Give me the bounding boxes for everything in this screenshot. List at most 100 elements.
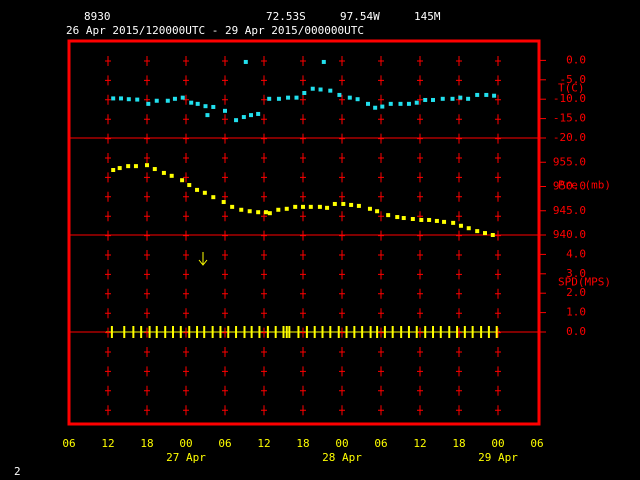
data-point	[161, 170, 166, 175]
data-point	[276, 96, 281, 101]
data-point	[239, 207, 244, 212]
wind-marker	[235, 326, 238, 338]
data-point	[475, 92, 480, 97]
wind-marker	[424, 326, 427, 338]
y-axis-label: T(C)	[558, 82, 585, 95]
data-point	[276, 207, 281, 212]
x-tick-label: 12	[257, 437, 270, 450]
wind-marker	[353, 326, 356, 338]
latitude: 72.53S	[266, 10, 306, 23]
y-axis-label: Pre (mb)	[558, 179, 611, 192]
data-point	[202, 190, 207, 195]
x-tick-label: 12	[101, 437, 114, 450]
data-point	[189, 100, 194, 105]
wind-arrow	[198, 252, 208, 266]
data-point	[308, 204, 313, 209]
wind-marker	[110, 326, 113, 338]
grid-cross	[144, 56, 150, 416]
data-point	[284, 206, 289, 211]
data-point	[180, 178, 185, 183]
grid-cross	[495, 56, 501, 416]
longitude: 97.54W	[340, 10, 380, 23]
data-point	[395, 215, 400, 220]
data-point	[380, 104, 385, 109]
data-point	[332, 201, 337, 206]
y-tick-label: 2.0	[566, 286, 586, 299]
y-tick-label: 0.0	[566, 53, 586, 66]
wind-marker	[227, 326, 230, 338]
data-point	[442, 219, 447, 224]
y-tick-label: 940.0	[553, 228, 586, 241]
y-tick-label: -10.0	[553, 92, 586, 105]
data-point	[431, 97, 435, 102]
data-point	[373, 105, 378, 110]
data-point	[205, 113, 210, 118]
data-point	[375, 209, 380, 214]
data-point	[483, 231, 487, 236]
data-point	[484, 92, 489, 97]
x-tick-label: 06	[218, 437, 231, 450]
data-point	[263, 210, 268, 215]
wind-marker	[313, 326, 316, 338]
station-id: 8930	[84, 10, 111, 23]
elevation: 145M	[414, 10, 441, 23]
plot-area	[105, 56, 501, 416]
wind-marker	[345, 326, 348, 338]
wind-marker	[250, 326, 253, 338]
wind-marker	[285, 326, 288, 338]
data-point	[356, 203, 361, 208]
data-point	[318, 87, 323, 92]
wind-marker	[123, 326, 126, 338]
data-point	[243, 59, 248, 64]
data-point	[111, 96, 116, 101]
data-point	[427, 217, 432, 222]
data-point	[321, 59, 326, 64]
grid-cross	[456, 56, 462, 416]
data-point	[256, 210, 261, 215]
data-point	[165, 98, 170, 103]
data-point	[247, 209, 252, 214]
wind-marker	[132, 326, 135, 338]
data-point	[256, 111, 261, 116]
x-tick-label: 06	[374, 437, 387, 450]
period: 26 Apr 2015/120000UTC - 29 Apr 2015/0000…	[66, 24, 364, 37]
data-point	[119, 96, 123, 101]
data-point	[440, 96, 445, 101]
data-point	[434, 218, 439, 223]
wind-marker	[172, 326, 174, 338]
grid-cross	[300, 56, 306, 416]
data-point	[410, 216, 415, 221]
grid-cross	[183, 56, 189, 416]
data-point	[349, 202, 354, 207]
date-label: 27 Apr	[166, 451, 206, 464]
wind-marker	[463, 326, 466, 338]
data-point	[267, 96, 272, 101]
data-point	[419, 217, 424, 222]
data-point	[211, 104, 216, 109]
wind-marker	[211, 326, 214, 338]
data-point	[241, 115, 246, 120]
data-point	[451, 220, 456, 225]
grid-cross	[417, 56, 423, 416]
data-point	[203, 104, 208, 109]
data-point	[126, 164, 131, 169]
data-point	[152, 167, 157, 172]
wind-marker	[448, 326, 451, 338]
wind-marker	[219, 326, 222, 338]
wind-marker	[471, 326, 474, 338]
y-tick-label: 3.0	[566, 267, 586, 280]
x-tick-label: 18	[296, 437, 309, 450]
date-label: 28 Apr	[322, 451, 362, 464]
data-point	[211, 195, 216, 200]
data-point	[388, 101, 393, 106]
wind-marker	[361, 326, 364, 338]
data-point	[341, 201, 346, 206]
data-point	[423, 97, 428, 102]
wind-marker	[243, 326, 246, 338]
wind-marker	[164, 326, 167, 338]
wind-marker	[369, 326, 372, 338]
wind-marker	[391, 326, 394, 338]
x-tick-label: 06	[62, 437, 75, 450]
wind-marker	[288, 326, 291, 338]
